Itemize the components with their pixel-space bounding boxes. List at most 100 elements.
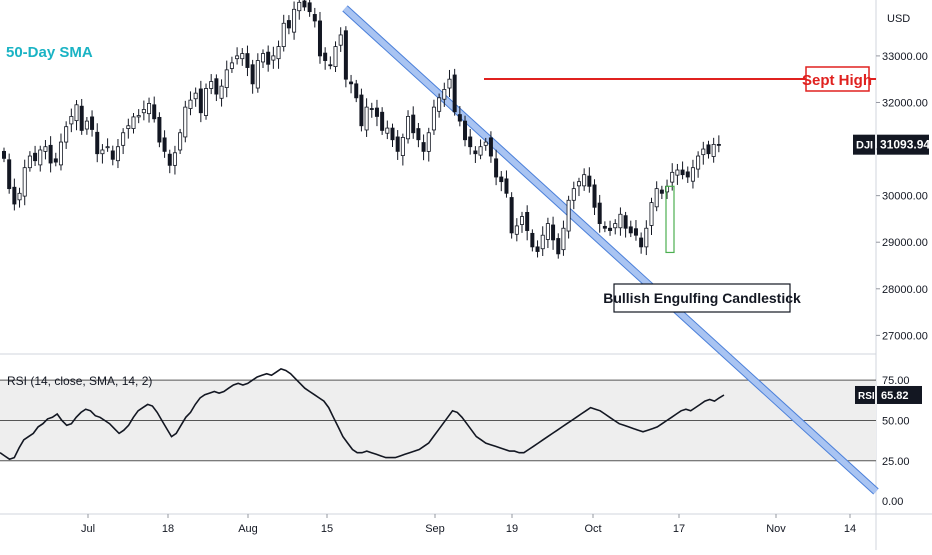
rsi-tick-label: 0.00 [882, 496, 903, 508]
candle-up [27, 155, 32, 169]
time-tick-label: Sep [425, 523, 445, 535]
axes-layer: 27000.0028000.0029000.0030000.0031000.00… [81, 51, 930, 535]
price-tick-label: 33000.00 [882, 51, 928, 63]
candle-down [167, 153, 172, 166]
candle-up [675, 169, 680, 176]
candle-up [193, 92, 198, 100]
candle-up [442, 89, 447, 100]
candle-down [716, 143, 721, 146]
candle-down [33, 152, 38, 162]
annotation-layer: Sept High Bullish Engulfing Candlestick [484, 66, 876, 313]
candle-up [229, 62, 234, 69]
trendline-fill [342, 6, 879, 494]
candle-up [670, 171, 675, 183]
candle-down [266, 51, 271, 65]
rsi-tick-label: 75.00 [882, 375, 910, 387]
candle-down [302, 0, 307, 8]
candle-up [333, 46, 338, 68]
candle-up [121, 132, 126, 146]
candle-up [644, 227, 649, 248]
candle-up [690, 167, 695, 182]
candle-down [214, 78, 219, 95]
candle-down [374, 107, 379, 117]
candle-up [561, 227, 566, 251]
candle-up [240, 53, 245, 60]
candle-up [235, 55, 240, 60]
candle-down [639, 237, 644, 248]
rsi-pane [0, 368, 876, 462]
candle-up [483, 141, 488, 146]
rsi-value-badge [877, 385, 922, 404]
candle-up [701, 148, 706, 156]
candle-down [494, 158, 499, 178]
time-tick-label: Jul [81, 523, 95, 535]
trendline-layer [342, 5, 879, 495]
rsi-symbol-label: RSI [858, 391, 875, 402]
candle-down [79, 105, 84, 131]
candle-up [447, 78, 452, 89]
candle-down [286, 20, 291, 29]
candle-up [136, 115, 141, 118]
candle-up [478, 146, 483, 156]
candle-up [385, 127, 390, 134]
candle-up [209, 81, 214, 89]
candle-up [204, 88, 209, 116]
price-tick-label: 27000.00 [882, 330, 928, 342]
candle-down [680, 169, 685, 176]
candle-up [178, 132, 183, 151]
candle-down [349, 81, 354, 85]
currency-label: USD [887, 13, 910, 25]
candle-up [17, 192, 22, 201]
candle-down [250, 64, 255, 85]
rsi-indicator-label: RSI (14, close, SMA, 14, 2) [7, 374, 152, 388]
candle-up [540, 234, 545, 250]
candle-up [58, 141, 63, 166]
candle-down [2, 150, 7, 159]
price-tick-label: 29000.00 [882, 237, 928, 249]
time-tick-label: 15 [321, 523, 333, 535]
candle-up [224, 69, 229, 88]
candle-down [343, 30, 348, 80]
sma-label: 50-Day SMA [6, 44, 93, 61]
candle-down [473, 150, 478, 155]
candle-down [706, 144, 711, 155]
candle-up [618, 213, 623, 229]
candle-down [162, 137, 167, 152]
candle-down [592, 184, 597, 208]
candle-down [623, 215, 628, 229]
candle-down [551, 224, 556, 241]
candle-down [608, 227, 613, 231]
candle-up [183, 106, 188, 138]
candle-down [597, 202, 602, 224]
candle-up [69, 116, 74, 125]
candle-up [281, 22, 286, 47]
candle-down [354, 83, 359, 99]
candle-up [219, 85, 224, 99]
candle-down [245, 53, 250, 68]
candle-down [685, 171, 690, 178]
candle-down [328, 64, 333, 67]
candle-down [468, 136, 473, 148]
candle-down [499, 176, 504, 183]
candle-down [556, 238, 561, 255]
candle-up [654, 188, 659, 208]
candle-down [452, 74, 457, 113]
candle-down [390, 127, 395, 141]
candle-up [147, 103, 152, 115]
candle-up [292, 8, 297, 33]
candle-down [421, 142, 426, 152]
candle-down [504, 178, 509, 194]
price-tick-label: 32000.00 [882, 97, 928, 109]
candle-down [307, 2, 312, 13]
candle-up [260, 53, 265, 63]
last-price-label: 31093.94 [880, 138, 930, 152]
candle-up [84, 120, 89, 130]
candle-up [22, 167, 27, 197]
candle-up [38, 149, 43, 166]
candle-down [323, 52, 328, 61]
candle-down [488, 137, 493, 157]
candle-up [126, 125, 131, 129]
candle-down [530, 232, 535, 248]
candle-down [463, 120, 468, 141]
